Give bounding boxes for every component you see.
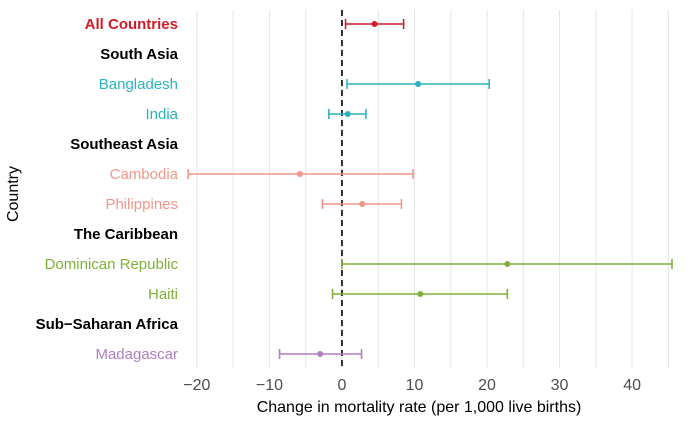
row-label: Haiti [148, 286, 178, 303]
rows: All Countries South Asia Bangladesh India So… [36, 16, 673, 363]
point-estimate [359, 201, 366, 207]
row-label: All Countries [85, 16, 178, 33]
row-cambodia: Cambodia [110, 166, 414, 183]
row-label: Southeast Asia [70, 136, 178, 153]
x-tick-label: −20 [183, 377, 210, 394]
x-tick-label: 30 [551, 377, 569, 394]
row-label: Madagascar [95, 346, 178, 363]
point-estimate [417, 291, 424, 297]
point-estimate [344, 111, 351, 117]
row-label: The Caribbean [74, 226, 178, 243]
row-philippines: Philippines [105, 196, 403, 213]
x-tick-label: 0 [338, 377, 347, 394]
row-bangladesh: Bangladesh [99, 76, 491, 93]
row-all-countries: All Countries [85, 16, 405, 33]
row-dominican-republic: Dominican Republic [45, 256, 673, 273]
x-tick-label: −10 [256, 377, 283, 394]
row-label: Bangladesh [99, 76, 178, 93]
point-estimate [504, 261, 511, 267]
gridlines [196, 10, 669, 368]
row-south-asia: South Asia [100, 46, 178, 63]
row-southeast-asia: Southeast Asia [70, 136, 178, 153]
point-estimate [296, 171, 303, 177]
row-label: South Asia [100, 46, 178, 63]
row-label: India [145, 106, 178, 123]
row-label: Philippines [105, 196, 178, 213]
x-tick-label: 10 [406, 377, 424, 394]
row-label: Sub−Saharan Africa [36, 316, 179, 333]
x-axis-title: Change in mortality rate (per 1,000 live… [257, 399, 582, 416]
row-haiti: Haiti [148, 286, 509, 303]
x-tick-label: 20 [478, 377, 496, 394]
y-axis-title: Country [5, 166, 22, 222]
x-axis-ticks: −20 −10 0 10 20 30 40 [183, 377, 641, 394]
row-sub-saharan-africa: Sub−Saharan Africa [36, 316, 179, 333]
point-estimate [415, 81, 422, 87]
x-tick-label: 40 [623, 377, 641, 394]
row-india: India [145, 106, 367, 123]
point-estimate [317, 351, 324, 357]
row-label: Dominican Republic [45, 256, 179, 273]
row-madagascar: Madagascar [95, 346, 363, 363]
row-the-caribbean: The Caribbean [74, 226, 178, 243]
point-estimate [371, 21, 378, 27]
row-label: Cambodia [110, 166, 179, 183]
